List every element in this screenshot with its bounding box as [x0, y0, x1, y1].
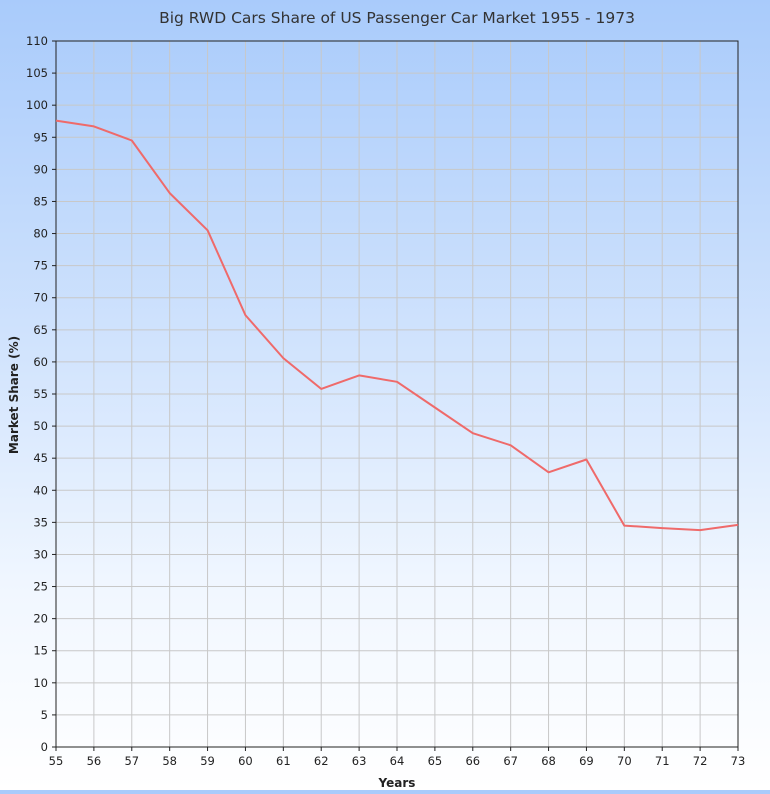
- x-tick-label: 64: [390, 754, 405, 768]
- x-tick-label: 58: [162, 754, 177, 768]
- y-axis-ticks: 0 5 10 15 20 25 30 35 40 45 50 55 60 65 70 75 80 85 90 95 10…: [26, 34, 56, 754]
- x-tick-label: 56: [87, 754, 102, 768]
- y-axis-label: Market Share (%): [7, 336, 21, 454]
- y-tick-label: 10: [33, 676, 48, 690]
- x-tick-label: 70: [617, 754, 632, 768]
- y-tick-label: 25: [33, 580, 48, 594]
- y-tick-label: 60: [33, 355, 48, 369]
- x-tick-label: 60: [238, 754, 253, 768]
- x-tick-label: 61: [276, 754, 291, 768]
- y-tick-label: 30: [33, 547, 48, 561]
- series-line: [55, 119, 739, 532]
- y-tick-label: 75: [33, 259, 48, 273]
- x-tick-label: 55: [49, 754, 64, 768]
- y-tick-label: 85: [33, 194, 48, 208]
- y-tick-label: 20: [33, 612, 48, 626]
- y-tick-label: 15: [33, 644, 48, 658]
- y-tick-label: 40: [33, 483, 48, 497]
- y-tick-label: 100: [26, 98, 48, 112]
- y-tick-label: 105: [26, 66, 48, 80]
- y-tick-label: 90: [33, 162, 48, 176]
- x-tick-label: 63: [352, 754, 367, 768]
- x-axis-label: Years: [378, 776, 416, 790]
- x-tick-label: 71: [655, 754, 670, 768]
- y-tick-label: 110: [26, 34, 48, 48]
- y-tick-label: 80: [33, 227, 48, 241]
- x-tick-label: 68: [541, 754, 556, 768]
- y-tick-label: 0: [41, 740, 48, 754]
- x-tick-label: 66: [465, 754, 480, 768]
- y-tick-label: 35: [33, 515, 48, 529]
- x-tick-label: 59: [200, 754, 215, 768]
- y-tick-label: 5: [41, 708, 48, 722]
- x-tick-label: 62: [314, 754, 329, 768]
- x-tick-label: 69: [579, 754, 594, 768]
- x-tick-label: 67: [503, 754, 518, 768]
- y-tick-label: 55: [33, 387, 48, 401]
- y-tick-label: 65: [33, 323, 48, 337]
- x-axis-ticks: 55 56 57 58 59 60 61 62 63 64 65 66 67 68 69 70 71 72 73: [49, 747, 746, 768]
- y-tick-label: 50: [33, 419, 48, 433]
- chart-title: Big RWD Cars Share of US Passenger Car M…: [159, 9, 635, 27]
- y-tick-label: 95: [33, 130, 48, 144]
- x-tick-label: 57: [124, 754, 139, 768]
- x-tick-label: 65: [428, 754, 443, 768]
- y-tick-label: 70: [33, 291, 48, 305]
- grid-lines: [55, 40, 739, 748]
- x-tick-label: 72: [693, 754, 708, 768]
- x-tick-label: 73: [731, 754, 746, 768]
- y-tick-label: 45: [33, 451, 48, 465]
